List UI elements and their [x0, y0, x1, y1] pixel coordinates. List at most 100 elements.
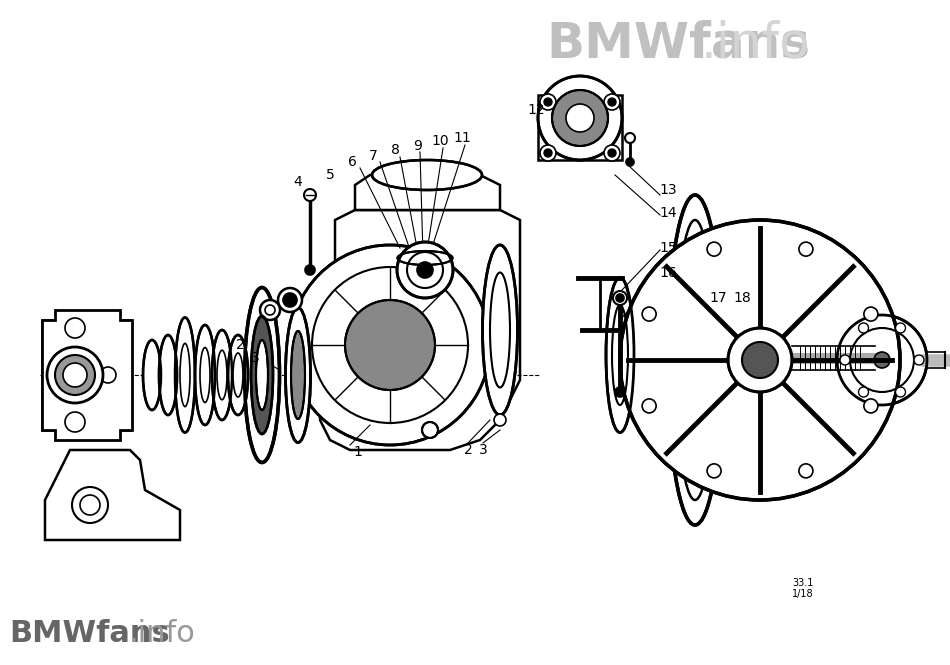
- Circle shape: [799, 464, 813, 478]
- Ellipse shape: [143, 340, 161, 410]
- Circle shape: [864, 399, 878, 413]
- Circle shape: [608, 98, 616, 106]
- Text: 8: 8: [390, 143, 399, 157]
- Ellipse shape: [372, 160, 482, 190]
- Text: 16: 16: [659, 266, 676, 280]
- Text: BMWfans: BMWfans: [10, 618, 170, 648]
- Circle shape: [290, 245, 490, 445]
- Text: 14: 14: [659, 206, 676, 220]
- Text: 3: 3: [479, 443, 487, 457]
- Text: .info: .info: [701, 19, 811, 67]
- Circle shape: [707, 464, 721, 478]
- Ellipse shape: [397, 251, 452, 265]
- Ellipse shape: [212, 330, 232, 420]
- Text: 2: 2: [464, 443, 472, 457]
- Circle shape: [538, 76, 622, 160]
- Circle shape: [896, 387, 905, 397]
- Circle shape: [260, 300, 280, 320]
- Circle shape: [494, 414, 506, 426]
- Circle shape: [552, 90, 608, 146]
- Ellipse shape: [251, 316, 273, 434]
- Circle shape: [616, 294, 624, 302]
- Circle shape: [859, 323, 868, 333]
- Circle shape: [65, 318, 85, 338]
- Circle shape: [278, 288, 302, 312]
- Circle shape: [65, 412, 85, 432]
- Circle shape: [859, 387, 868, 397]
- Text: 10: 10: [431, 134, 448, 148]
- Circle shape: [864, 307, 878, 321]
- Ellipse shape: [286, 307, 311, 442]
- Text: 13: 13: [659, 183, 676, 197]
- Ellipse shape: [175, 317, 195, 432]
- Polygon shape: [42, 310, 132, 440]
- Ellipse shape: [291, 331, 305, 419]
- Circle shape: [620, 220, 900, 500]
- Text: 1: 1: [353, 445, 363, 459]
- Text: 18: 18: [733, 291, 750, 305]
- Circle shape: [742, 342, 778, 378]
- Circle shape: [55, 355, 95, 395]
- Text: 17: 17: [710, 291, 727, 305]
- Circle shape: [799, 242, 813, 256]
- Ellipse shape: [746, 220, 774, 500]
- Circle shape: [283, 293, 297, 307]
- Circle shape: [422, 422, 438, 438]
- Polygon shape: [42, 320, 130, 430]
- Polygon shape: [320, 210, 520, 450]
- Text: 7: 7: [369, 149, 377, 163]
- Ellipse shape: [159, 335, 177, 415]
- Text: BMWfans: BMWfans: [546, 19, 810, 67]
- Circle shape: [305, 265, 315, 275]
- Circle shape: [642, 399, 656, 413]
- Circle shape: [345, 300, 435, 390]
- Ellipse shape: [483, 245, 518, 415]
- Ellipse shape: [244, 287, 279, 462]
- Polygon shape: [45, 450, 180, 540]
- Text: 5: 5: [326, 168, 334, 182]
- Circle shape: [63, 363, 87, 387]
- Circle shape: [840, 355, 850, 365]
- Ellipse shape: [195, 325, 215, 425]
- Circle shape: [304, 189, 316, 201]
- Circle shape: [613, 291, 627, 305]
- Circle shape: [608, 149, 616, 157]
- Text: 3: 3: [251, 351, 259, 365]
- Circle shape: [625, 133, 635, 143]
- Circle shape: [397, 242, 453, 298]
- Circle shape: [417, 262, 433, 278]
- Text: 6: 6: [348, 155, 356, 169]
- Circle shape: [837, 315, 927, 405]
- Circle shape: [544, 149, 552, 157]
- Circle shape: [100, 367, 116, 383]
- Text: .info: .info: [129, 618, 196, 648]
- Ellipse shape: [228, 335, 248, 415]
- Circle shape: [707, 242, 721, 256]
- Ellipse shape: [606, 277, 634, 432]
- Circle shape: [566, 104, 594, 132]
- Text: 9: 9: [413, 139, 423, 153]
- Circle shape: [896, 323, 905, 333]
- Text: 11: 11: [453, 131, 471, 145]
- Polygon shape: [355, 175, 500, 210]
- Ellipse shape: [668, 195, 723, 525]
- Circle shape: [544, 98, 552, 106]
- Circle shape: [72, 487, 108, 523]
- Circle shape: [604, 145, 620, 161]
- Circle shape: [540, 94, 556, 110]
- Text: 33.1
1/18: 33.1 1/18: [792, 578, 813, 599]
- Text: 4: 4: [294, 175, 302, 189]
- Circle shape: [47, 347, 103, 403]
- Text: 12: 12: [527, 103, 544, 117]
- Circle shape: [914, 355, 924, 365]
- Text: 15: 15: [659, 241, 676, 255]
- Circle shape: [540, 145, 556, 161]
- Circle shape: [874, 352, 890, 368]
- Circle shape: [626, 158, 634, 166]
- Polygon shape: [538, 95, 622, 160]
- Circle shape: [642, 307, 656, 321]
- Circle shape: [728, 328, 792, 392]
- Circle shape: [615, 387, 625, 397]
- Text: 2: 2: [236, 338, 244, 352]
- Circle shape: [604, 94, 620, 110]
